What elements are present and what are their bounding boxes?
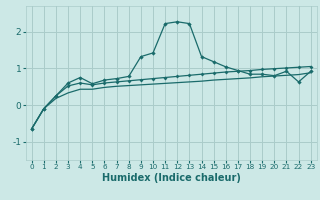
X-axis label: Humidex (Indice chaleur): Humidex (Indice chaleur) [102, 173, 241, 183]
